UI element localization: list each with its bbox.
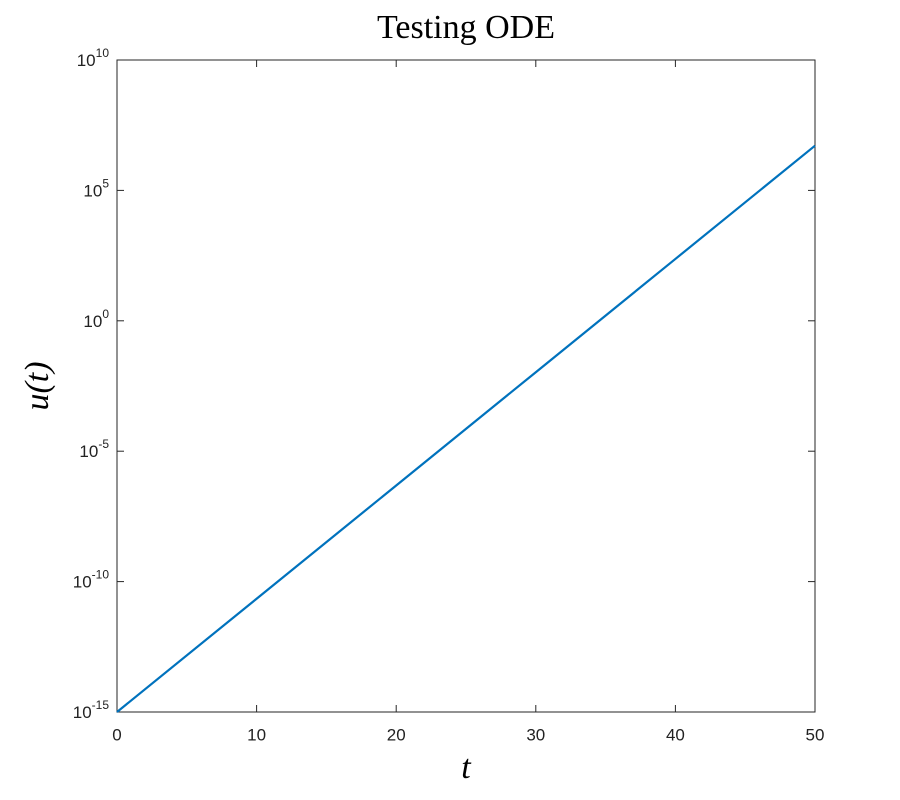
y-tick-label: 10-5 xyxy=(79,437,109,461)
y-tick-label: 105 xyxy=(83,176,109,200)
y-tick-label: 10-15 xyxy=(73,698,110,722)
x-tick-label: 20 xyxy=(387,725,406,744)
x-tick-label: 10 xyxy=(247,725,266,744)
x-tick-label: 0 xyxy=(112,725,121,744)
x-tick-label: 40 xyxy=(666,725,685,744)
x-tick-label: 30 xyxy=(526,725,545,744)
axes-box xyxy=(116,59,816,713)
x-tick-label: 50 xyxy=(806,725,825,744)
chart-title: Testing ODE xyxy=(377,9,555,46)
y-axis-label: u(t) xyxy=(19,361,56,410)
y-tick-label: 100 xyxy=(83,307,109,331)
x-axis-label: t xyxy=(461,749,472,786)
line-series xyxy=(116,144,816,713)
y-tick-label: 10-10 xyxy=(73,568,110,592)
y-tick-label: 1010 xyxy=(77,46,110,70)
